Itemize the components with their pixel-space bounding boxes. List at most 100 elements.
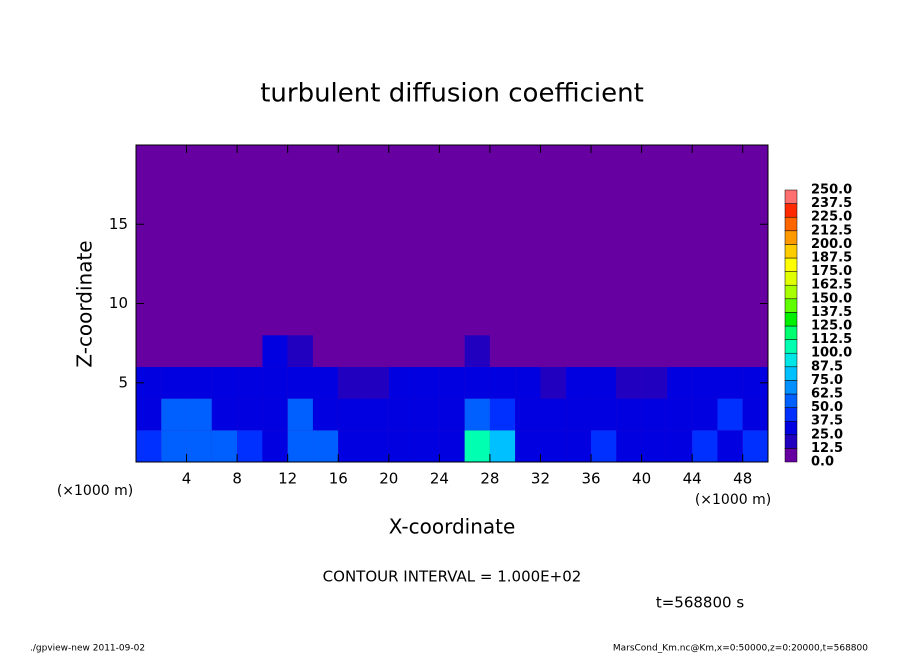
heat-cell (515, 208, 541, 241)
heat-cell (515, 303, 541, 336)
colorbar-segment (784, 271, 798, 286)
heat-cell (363, 398, 389, 431)
heat-cell (717, 208, 743, 241)
time-label: t=568800 s (656, 594, 744, 612)
heat-cell (591, 303, 617, 336)
heat-cell (641, 176, 667, 209)
colorbar-segment (784, 448, 798, 463)
colorbar-segment (784, 393, 798, 408)
heat-cell (489, 271, 516, 304)
heat-cell (262, 303, 288, 336)
colorbar-segment (784, 230, 798, 245)
heat-cell (211, 145, 238, 177)
heat-cell (211, 176, 238, 209)
x-tick-label: 12 (278, 470, 297, 488)
heat-cell (515, 366, 541, 399)
heat-cell (540, 208, 566, 241)
heat-cell (439, 271, 465, 304)
colorbar-label: 12.5 (811, 441, 843, 456)
heat-cell (742, 430, 768, 462)
heat-cell (692, 430, 718, 462)
x-tick-label: 28 (480, 470, 499, 488)
colorbar-label: 212.5 (811, 223, 852, 238)
heat-cell (489, 145, 516, 177)
colorbar-segment (784, 366, 798, 381)
heat-cell (287, 145, 313, 177)
heat-cell (211, 366, 238, 399)
heat-cell (540, 145, 566, 177)
heat-cell (312, 145, 339, 177)
heat-cell (742, 398, 768, 431)
x-tick-label: 24 (430, 470, 449, 488)
heat-cell (591, 208, 617, 241)
heat-cell (312, 366, 339, 399)
heat-cell (464, 430, 490, 462)
heat-cell (186, 176, 212, 209)
colorbar-segment (784, 216, 798, 232)
heat-cell (186, 303, 212, 336)
heat-cell (388, 145, 415, 177)
colorbar-label: 250.0 (811, 183, 852, 198)
heat-cell (717, 335, 743, 367)
heat-cell (591, 430, 617, 462)
heat-cell (237, 145, 263, 177)
heat-cell (136, 240, 162, 272)
heat-cell (338, 303, 364, 336)
heat-cell (161, 176, 187, 209)
footer-right: MarsCond_Km.nc@Km,x=0:50000,z=0:20000,t=… (613, 644, 868, 654)
heat-cell (388, 240, 415, 272)
heat-cell (692, 145, 718, 177)
heat-cell (161, 366, 187, 399)
heat-cell (616, 208, 642, 241)
heat-cell (692, 271, 718, 304)
heat-cell (641, 208, 667, 241)
x-axis-label: X-coordinate (389, 515, 516, 539)
x-tick-label: 20 (379, 470, 398, 488)
heat-cell (414, 335, 440, 367)
heat-cell (591, 335, 617, 367)
x-tick-label: 48 (733, 470, 752, 488)
heat-cell (641, 430, 667, 462)
heat-cell (136, 430, 162, 462)
heat-cell (464, 303, 490, 336)
y-tick-label: 15 (109, 215, 128, 233)
heat-cell (666, 271, 693, 304)
colorbar-label: 150.0 (811, 291, 852, 306)
heat-cell (439, 240, 465, 272)
heat-cell (464, 366, 490, 399)
heat-cell (591, 176, 617, 209)
heat-cell (717, 271, 743, 304)
heat-cell (338, 208, 364, 241)
annotation: CONTOUR INTERVAL = 1.000E+02 (323, 568, 582, 586)
heat-cell (565, 145, 592, 177)
heat-cell (363, 271, 389, 304)
heat-cell (641, 398, 667, 431)
heat-cell (287, 271, 313, 304)
colorbar-label: 75.0 (811, 373, 843, 388)
heat-cell (464, 335, 490, 367)
heat-cell (616, 303, 642, 336)
heat-cell (540, 303, 566, 336)
heat-cell (666, 366, 693, 399)
heat-cell (287, 430, 313, 462)
colorbar-segment (784, 244, 798, 259)
heat-cell (338, 145, 364, 177)
heat-cell (237, 271, 263, 304)
heat-cell (186, 240, 212, 272)
heat-cell (540, 366, 566, 399)
heat-cell (439, 398, 465, 431)
heat-cell (237, 208, 263, 241)
heat-cell (439, 208, 465, 241)
heat-cell (666, 240, 693, 272)
heat-cell (666, 145, 693, 177)
heat-cell (363, 240, 389, 272)
heat-cell (540, 335, 566, 367)
heat-cell (363, 335, 389, 367)
heat-cell (338, 335, 364, 367)
heat-cell (742, 240, 768, 272)
heat-cell (742, 145, 768, 177)
heat-cell (237, 240, 263, 272)
heat-cell (616, 366, 642, 399)
colorbar-label: 200.0 (811, 237, 852, 252)
heat-cell (262, 240, 288, 272)
